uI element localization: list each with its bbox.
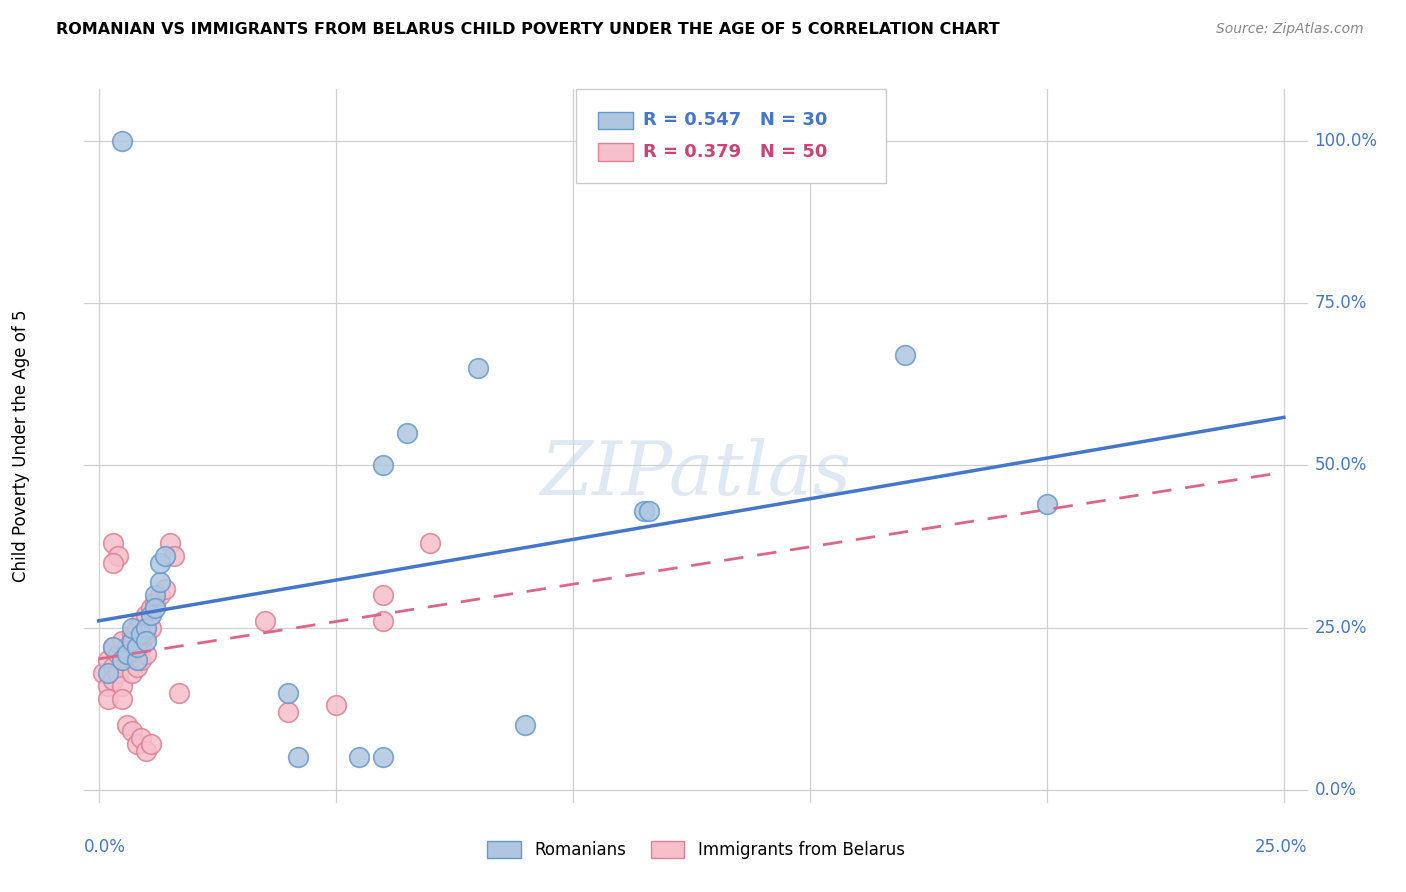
Point (633, 504, 655, 518)
Text: Source: ZipAtlas.com: Source: ZipAtlas.com (1216, 22, 1364, 37)
Point (115, 647, 138, 661)
Point (121, 647, 143, 661)
Text: R = 0.379   N = 50: R = 0.379 N = 50 (643, 143, 827, 161)
Point (111, 653, 134, 667)
Point (139, 621, 162, 635)
Point (101, 659, 124, 673)
Point (111, 653, 134, 667)
Point (139, 601, 162, 615)
Point (277, 685, 299, 699)
Text: R = 0.547   N = 30: R = 0.547 N = 30 (643, 112, 827, 129)
Point (149, 588, 172, 602)
Point (107, 666, 129, 681)
Point (129, 614, 152, 628)
Point (371, 614, 394, 628)
Point (125, 640, 148, 654)
Point (135, 633, 157, 648)
Point (515, 718, 537, 732)
Text: 75.0%: 75.0% (1315, 294, 1367, 312)
Point (111, 679, 134, 693)
Point (111, 134, 134, 148)
Point (121, 621, 143, 635)
Point (349, 750, 371, 764)
Point (111, 692, 134, 706)
Point (97, 666, 120, 681)
Point (153, 582, 176, 596)
Text: ZIPatlas: ZIPatlas (540, 438, 852, 511)
Point (101, 640, 124, 654)
Text: 100.0%: 100.0% (1315, 132, 1378, 150)
Point (125, 640, 148, 654)
Point (149, 575, 172, 590)
Point (145, 588, 167, 602)
Point (101, 536, 124, 550)
Point (121, 666, 143, 681)
Text: 25.0%: 25.0% (1315, 619, 1367, 637)
Point (277, 705, 299, 719)
Point (253, 614, 276, 628)
Point (115, 653, 138, 667)
Point (287, 750, 309, 764)
Text: 0.0%: 0.0% (84, 838, 127, 856)
Point (107, 647, 129, 661)
Point (129, 731, 152, 745)
Point (97, 679, 120, 693)
Point (145, 595, 167, 609)
Point (101, 556, 124, 570)
Point (139, 738, 162, 752)
Point (135, 744, 157, 758)
Point (139, 607, 162, 622)
Point (371, 750, 394, 764)
Point (1036, 497, 1059, 511)
Text: 25.0%: 25.0% (1256, 838, 1308, 856)
Point (101, 673, 124, 687)
Point (91, 666, 114, 681)
Point (121, 724, 143, 739)
Point (167, 685, 190, 699)
Point (121, 627, 143, 641)
Point (135, 647, 157, 661)
Point (467, 361, 489, 376)
Point (371, 458, 394, 473)
Point (125, 653, 148, 667)
Point (107, 549, 129, 564)
Legend: Romanians, Immigrants from Belarus: Romanians, Immigrants from Belarus (481, 834, 911, 866)
Point (153, 549, 176, 564)
Point (101, 640, 124, 654)
Point (97, 692, 120, 706)
Point (395, 425, 418, 440)
Point (637, 504, 659, 518)
Point (145, 601, 167, 615)
Point (371, 588, 394, 602)
Point (129, 627, 152, 641)
Point (121, 633, 143, 648)
Point (125, 738, 148, 752)
Text: ROMANIAN VS IMMIGRANTS FROM BELARUS CHILD POVERTY UNDER THE AGE OF 5 CORRELATION: ROMANIAN VS IMMIGRANTS FROM BELARUS CHIL… (56, 22, 1000, 37)
Point (325, 698, 347, 713)
Point (893, 348, 915, 362)
Point (159, 536, 181, 550)
Point (97, 653, 120, 667)
Text: Child Poverty Under the Age of 5: Child Poverty Under the Age of 5 (13, 310, 30, 582)
Point (163, 549, 186, 564)
Point (115, 640, 138, 654)
Point (149, 556, 172, 570)
Point (135, 607, 157, 622)
Point (129, 653, 152, 667)
Point (129, 633, 152, 648)
Point (125, 659, 148, 673)
Point (125, 621, 148, 635)
Text: 0.0%: 0.0% (1315, 780, 1357, 799)
Point (419, 536, 441, 550)
Point (135, 621, 157, 635)
Point (111, 633, 134, 648)
Text: 50.0%: 50.0% (1315, 457, 1367, 475)
Point (115, 718, 138, 732)
Point (135, 627, 157, 641)
